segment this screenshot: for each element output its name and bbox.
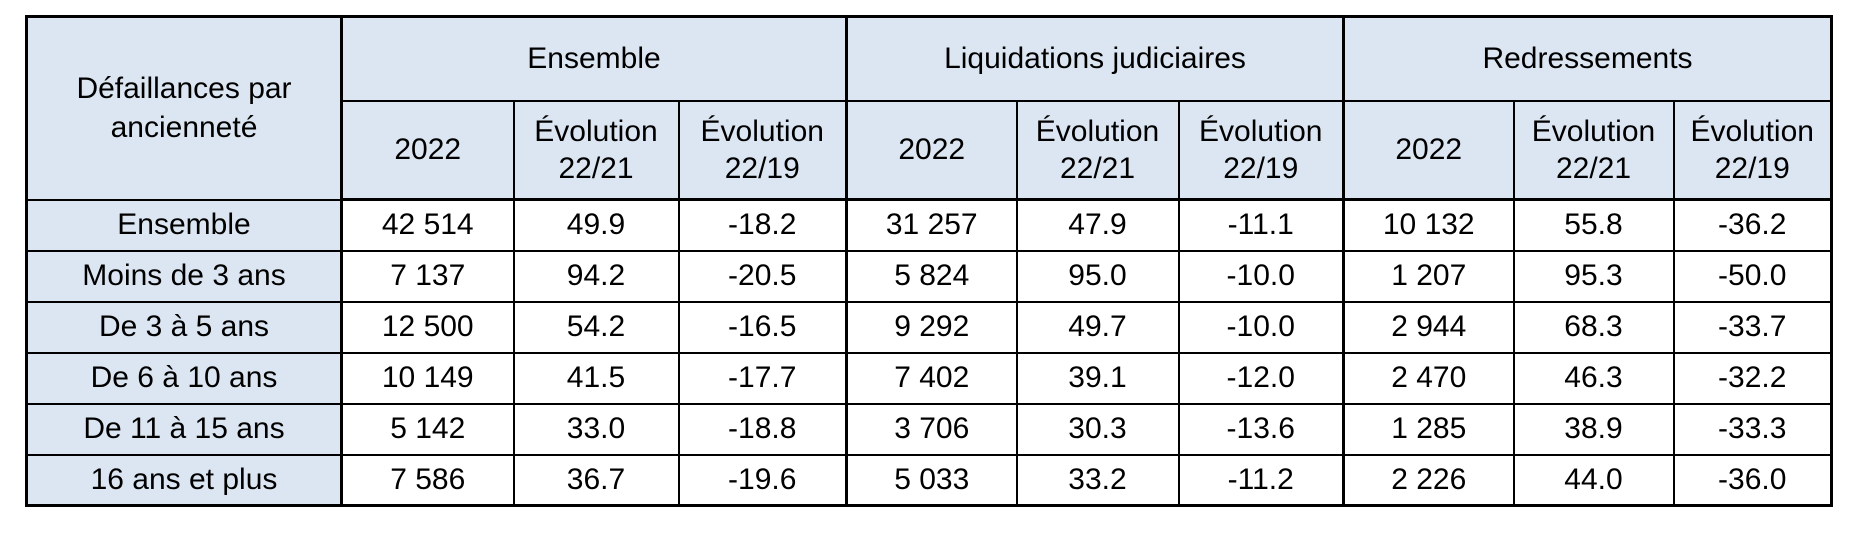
table-cell: -11.1 [1177, 198, 1345, 252]
table-cell: 5 033 [845, 453, 1018, 507]
table-cell: 10 149 [340, 351, 515, 405]
table-cell: -18.2 [677, 198, 848, 252]
table-cell: -11.2 [1177, 453, 1345, 507]
table-cell: -18.8 [677, 402, 848, 456]
table-cell: -33.3 [1672, 402, 1833, 456]
table-cell: 5 824 [845, 249, 1018, 303]
corner-header: Défaillances par ancienneté [25, 15, 343, 201]
row-label: De 6 à 10 ans [25, 351, 343, 405]
table-row-ensemble: Ensemble 42 514 49.9 -18.2 31 257 47.9 -… [25, 198, 1833, 252]
subheader-redressements-evo-22-19: Évolution 22/19 [1672, 100, 1833, 201]
table-cell: 42 514 [340, 198, 515, 252]
table-cell: -19.6 [677, 453, 848, 507]
header-sub-row: 2022 Évolution 22/21 Évolution 22/19 202… [27, 100, 1833, 201]
table-cell: 10 132 [1342, 198, 1515, 252]
table-cell: 33.0 [512, 402, 680, 456]
subheader-redressements-evo-22-21: Évolution 22/21 [1512, 100, 1675, 201]
table-cell: 1 207 [1342, 249, 1515, 303]
table-cell: 95.3 [1512, 249, 1675, 303]
defaillances-table: Défaillances par ancienneté Ensemble Liq… [25, 15, 1833, 507]
table-cell: 36.7 [512, 453, 680, 507]
table-cell: 2 470 [1342, 351, 1515, 405]
table-cell: 44.0 [1512, 453, 1675, 507]
group-header-redressements: Redressements [1342, 15, 1833, 102]
table-cell: -33.7 [1672, 300, 1833, 354]
table-cell: 94.2 [512, 249, 680, 303]
table-row-11-15-ans: De 11 à 15 ans 5 142 33.0 -18.8 3 706 30… [25, 402, 1833, 456]
table-cell: -17.7 [677, 351, 848, 405]
table-cell: 33.2 [1015, 453, 1180, 507]
table-cell: 41.5 [512, 351, 680, 405]
table-cell: -20.5 [677, 249, 848, 303]
table-cell: 12 500 [340, 300, 515, 354]
row-label: Ensemble [25, 198, 343, 252]
table-row-16-ans-plus: 16 ans et plus 7 586 36.7 -19.6 5 033 33… [25, 453, 1833, 507]
row-label: De 3 à 5 ans [25, 300, 343, 354]
row-label: Moins de 3 ans [25, 249, 343, 303]
table-cell: -50.0 [1672, 249, 1833, 303]
table-cell: 31 257 [845, 198, 1018, 252]
table-cell: 55.8 [1512, 198, 1675, 252]
group-header-liquidations: Liquidations judiciaires [845, 15, 1345, 102]
table-row-3-5-ans: De 3 à 5 ans 12 500 54.2 -16.5 9 292 49.… [25, 300, 1833, 354]
subheader-liquidations-evo-22-21: Évolution 22/21 [1015, 100, 1180, 201]
table-cell: 46.3 [1512, 351, 1675, 405]
table-cell: 47.9 [1015, 198, 1180, 252]
table-row-6-10-ans: De 6 à 10 ans 10 149 41.5 -17.7 7 402 39… [25, 351, 1833, 405]
subheader-ensemble-2022: 2022 [340, 100, 515, 201]
table-cell: 2 226 [1342, 453, 1515, 507]
table-cell: 49.7 [1015, 300, 1180, 354]
subheader-ensemble-evo-22-19: Évolution 22/19 [677, 100, 848, 201]
row-label: 16 ans et plus [25, 453, 343, 507]
subheader-ensemble-evo-22-21: Évolution 22/21 [512, 100, 680, 201]
header-group-row: Défaillances par ancienneté Ensemble Liq… [25, 15, 1833, 201]
subheader-redressements-2022: 2022 [1342, 100, 1515, 201]
table-cell: 30.3 [1015, 402, 1180, 456]
table-cell: 5 142 [340, 402, 515, 456]
table-cell: 7 402 [845, 351, 1018, 405]
table-cell: 9 292 [845, 300, 1018, 354]
table-cell: -16.5 [677, 300, 848, 354]
table-cell: 38.9 [1512, 402, 1675, 456]
table-cell: 39.1 [1015, 351, 1180, 405]
table-cell: -32.2 [1672, 351, 1833, 405]
subheader-liquidations-2022: 2022 [845, 100, 1018, 201]
subheader-liquidations-evo-22-19: Évolution 22/19 [1177, 100, 1345, 201]
group-header-ensemble: Ensemble [340, 15, 848, 102]
table-cell: 7 137 [340, 249, 515, 303]
table-cell: 54.2 [512, 300, 680, 354]
table-cell: -36.2 [1672, 198, 1833, 252]
table-cell: -12.0 [1177, 351, 1345, 405]
table-cell: 49.9 [512, 198, 680, 252]
table-cell: -10.0 [1177, 249, 1345, 303]
table-cell: 2 944 [1342, 300, 1515, 354]
table-cell: -13.6 [1177, 402, 1345, 456]
row-label: De 11 à 15 ans [25, 402, 343, 456]
table-cell: 7 586 [340, 453, 515, 507]
table-row-moins-3-ans: Moins de 3 ans 7 137 94.2 -20.5 5 824 95… [25, 249, 1833, 303]
table-cell: 68.3 [1512, 300, 1675, 354]
table-cell: 1 285 [1342, 402, 1515, 456]
table-cell: 3 706 [845, 402, 1018, 456]
table-cell: -10.0 [1177, 300, 1345, 354]
table-cell: 95.0 [1015, 249, 1180, 303]
table-cell: -36.0 [1672, 453, 1833, 507]
